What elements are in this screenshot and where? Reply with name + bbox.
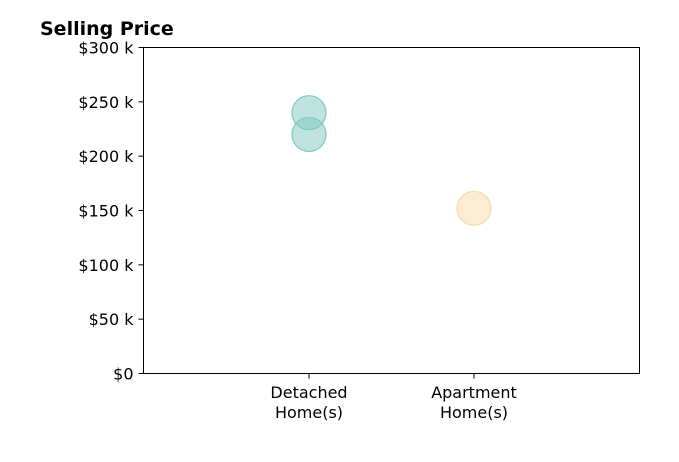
x-tick-label: Apartment <box>431 383 517 402</box>
data-point <box>456 190 492 226</box>
y-tick-label: $50 k <box>89 310 135 329</box>
x-tick-label: Home(s) <box>440 403 508 422</box>
y-tick-label: $300 k <box>78 39 134 58</box>
y-tick-label: $100 k <box>78 256 134 275</box>
y-tick-label: $200 k <box>78 147 134 166</box>
chart-title: Selling Price <box>40 18 174 40</box>
plot-area-frame <box>143 47 640 374</box>
x-tick-label: Detached <box>270 383 347 402</box>
data-point <box>291 116 327 153</box>
x-tick-label: Home(s) <box>275 403 343 422</box>
y-tick-label: $0 <box>113 365 133 384</box>
data-points <box>291 95 492 226</box>
y-axis: $0 $50 k $100 k $150 k $200 k $250 k $300 k <box>78 39 144 384</box>
y-tick-label: $150 k <box>78 202 134 221</box>
y-tick-label: $250 k <box>78 93 134 112</box>
